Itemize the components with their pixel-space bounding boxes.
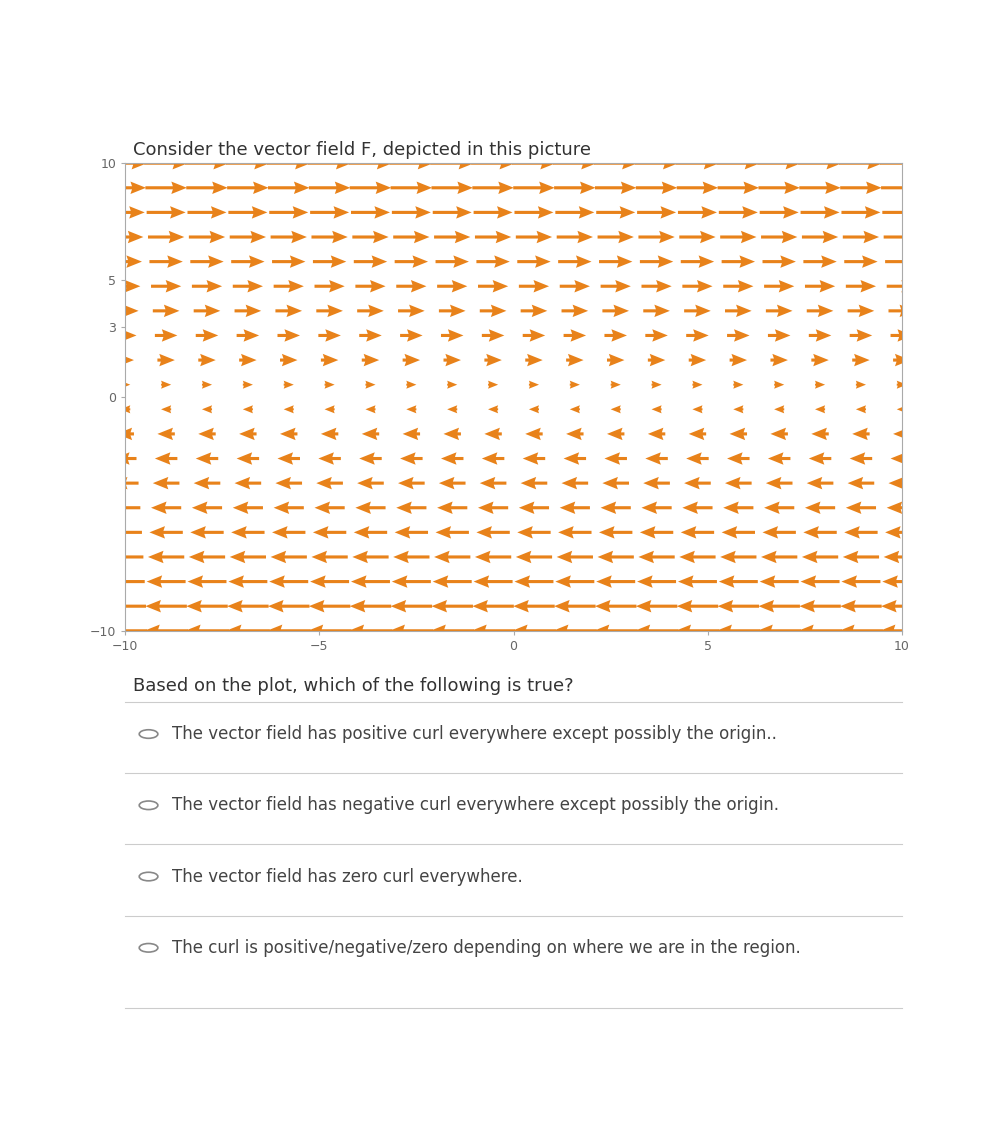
Text: The curl is positive/negative/zero depending on where we are in the region.: The curl is positive/negative/zero depen… — [172, 939, 801, 956]
Text: The vector field has positive curl everywhere except possibly the origin..: The vector field has positive curl every… — [172, 725, 777, 743]
Text: The vector field has zero curl everywhere.: The vector field has zero curl everywher… — [172, 868, 523, 886]
Text: Consider the vector field F, depicted in this picture: Consider the vector field F, depicted in… — [133, 140, 591, 159]
Text: Based on the plot, which of the following is true?: Based on the plot, which of the followin… — [133, 678, 573, 695]
Text: The vector field has negative curl everywhere except possibly the origin.: The vector field has negative curl every… — [172, 796, 779, 815]
